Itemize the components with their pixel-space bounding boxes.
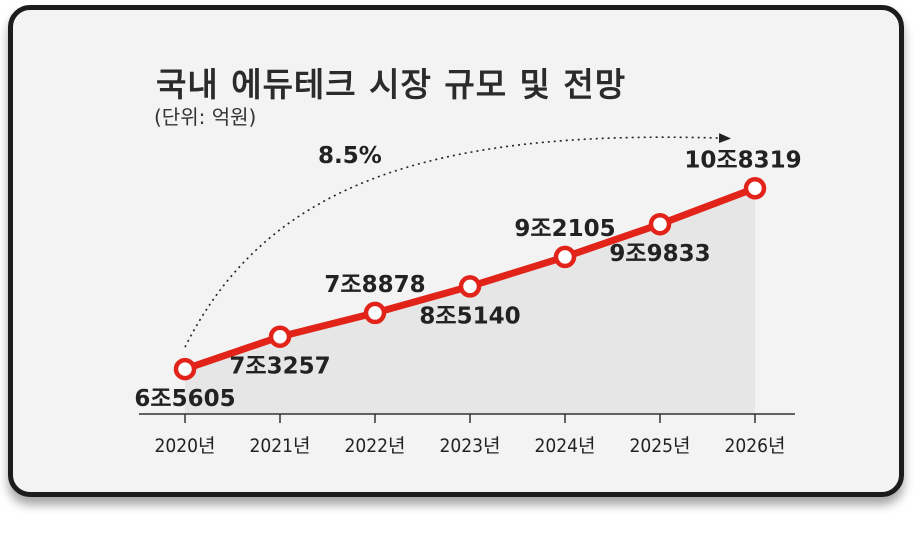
data-label: 10조8319 (684, 147, 801, 173)
data-point (743, 177, 767, 200)
data-label: 8조5140 (419, 303, 520, 329)
chart-card: 국내 에듀테크 시장 규모 및 전망 (단위: 억원) 8.5% 6조5605 7… (8, 5, 904, 497)
data-point (458, 275, 482, 298)
chart-title: 국내 에듀테크 시장 규모 및 전망 (156, 65, 627, 104)
x-tick-label: 2021년 (250, 435, 311, 457)
data-point (553, 245, 577, 269)
x-tick-label: 2026년 (725, 435, 786, 457)
data-label: 9조9833 (609, 241, 710, 267)
growth-rate-label: 8.5% (318, 143, 382, 169)
data-point (268, 325, 292, 348)
data-point (648, 212, 672, 236)
data-label: 7조3257 (229, 354, 330, 380)
x-tick-label: 2022년 (345, 435, 406, 457)
x-tick-label: 2024년 (535, 435, 596, 457)
data-label: 6조5605 (134, 386, 235, 412)
area-fill (185, 188, 755, 414)
x-tick-label: 2023년 (440, 435, 501, 457)
x-tick-label: 2025년 (630, 435, 691, 457)
data-label: 9조2105 (514, 216, 615, 242)
x-tick-label: 2020년 (155, 435, 216, 457)
line-chart: 8.5% 6조5605 7조3257 7조8878 8조5140 9조21059조983… (134, 133, 802, 457)
data-point (173, 357, 197, 381)
growth-arrow (184, 133, 731, 348)
data-point (363, 301, 387, 325)
chart-unit-label: (단위: 억원) (154, 105, 257, 129)
data-label: 7조8878 (324, 272, 425, 298)
